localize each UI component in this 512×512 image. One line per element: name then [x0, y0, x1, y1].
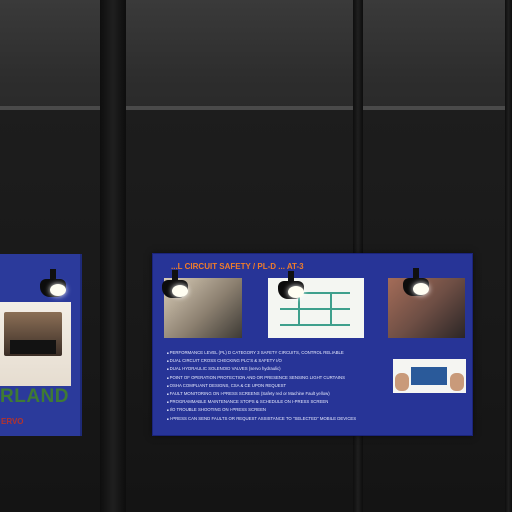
tablet-screen	[411, 367, 447, 385]
banner-bullet-list: PERFORMANCE LEVEL (PL) D CATEGORY 3 SAFE…	[167, 349, 399, 423]
main-banner-title: ...L CIRCUIT SAFETY / PL-D ... AT-3	[171, 262, 304, 271]
bullet-item: OSHA COMPLIANT DESIGNS, CSA & CE UPON RE…	[167, 382, 399, 390]
booth-pole	[100, 0, 126, 512]
spotlight-icon	[40, 269, 66, 297]
bullet-item: DUAL CIRCUIT CROSS CHECKING PLC'S & SAFE…	[167, 357, 399, 365]
left-banner-brand: RLAND	[0, 386, 69, 407]
upper-wall-edge	[0, 106, 512, 110]
hand-image	[395, 373, 409, 391]
main-banner: ...L CIRCUIT SAFETY / PL-D ... AT-3 PERF…	[152, 253, 473, 436]
banner-photo-tablet	[393, 359, 466, 393]
bullet-item: FAULT MONITORING ON I-PRESS SCREENS (Saf…	[167, 390, 399, 398]
booth-pole	[505, 0, 512, 512]
bullet-item: PERFORMANCE LEVEL (PL) D CATEGORY 3 SAFE…	[167, 349, 399, 357]
banner-photo-circuit-diagram	[268, 278, 364, 338]
upper-wall-band	[0, 0, 512, 112]
hand-image	[450, 373, 464, 391]
left-banner	[0, 254, 82, 436]
machine-image	[4, 312, 62, 356]
bullet-item: DUAL HYDRAULIC SOLENOID VALVES (servo hy…	[167, 365, 399, 373]
bullet-item: I-PRESS CAN SEND FAULTS OR REQUEST ASSIS…	[167, 415, 399, 423]
bullet-item: PROGRAMMABLE MAINTENANCE STOPS & SCHEDUL…	[167, 398, 399, 406]
left-banner-machine-photo	[0, 302, 71, 386]
spotlight-icon	[162, 270, 188, 298]
spotlight-icon	[278, 271, 304, 299]
left-banner-subtext: ERVO	[1, 417, 24, 426]
spotlight-icon	[403, 268, 429, 296]
bullet-item: I/O TROUBLE SHOOTING ON I-PRESS SCREEN	[167, 406, 399, 414]
bullet-item: POINT OF OPERATION PROTECTION AND OR PRE…	[167, 374, 399, 382]
